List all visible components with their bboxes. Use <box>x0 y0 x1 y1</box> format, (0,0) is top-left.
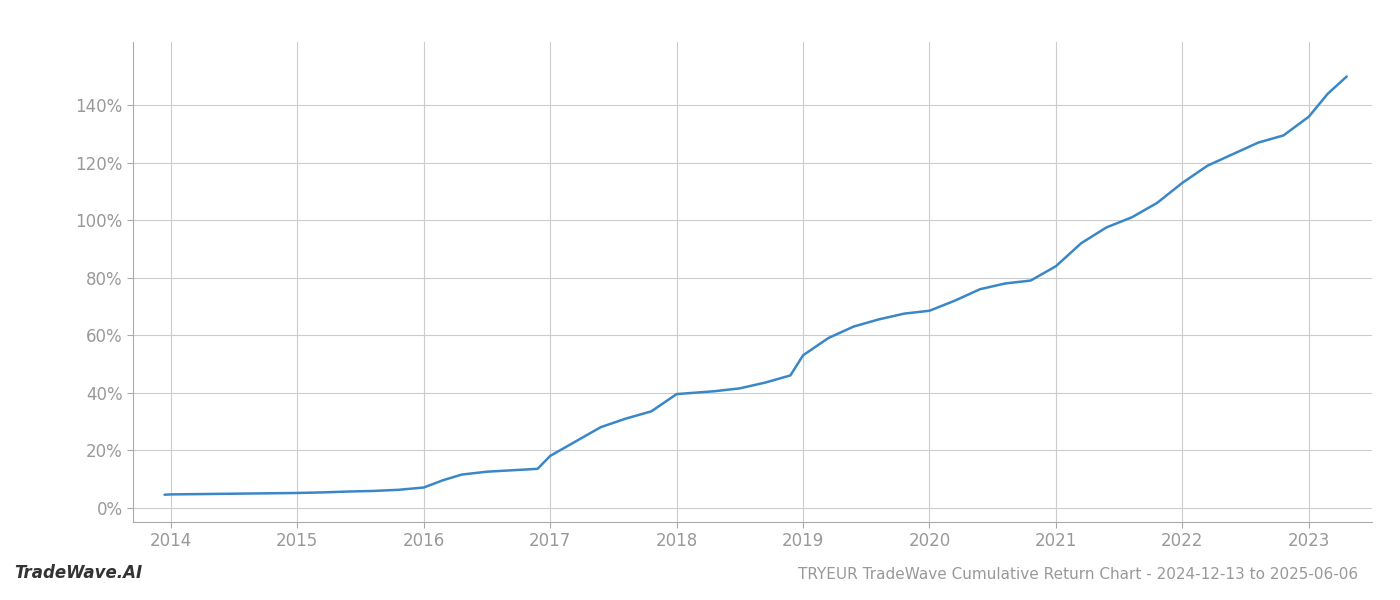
Text: TRYEUR TradeWave Cumulative Return Chart - 2024-12-13 to 2025-06-06: TRYEUR TradeWave Cumulative Return Chart… <box>798 567 1358 582</box>
Text: TradeWave.AI: TradeWave.AI <box>14 564 143 582</box>
